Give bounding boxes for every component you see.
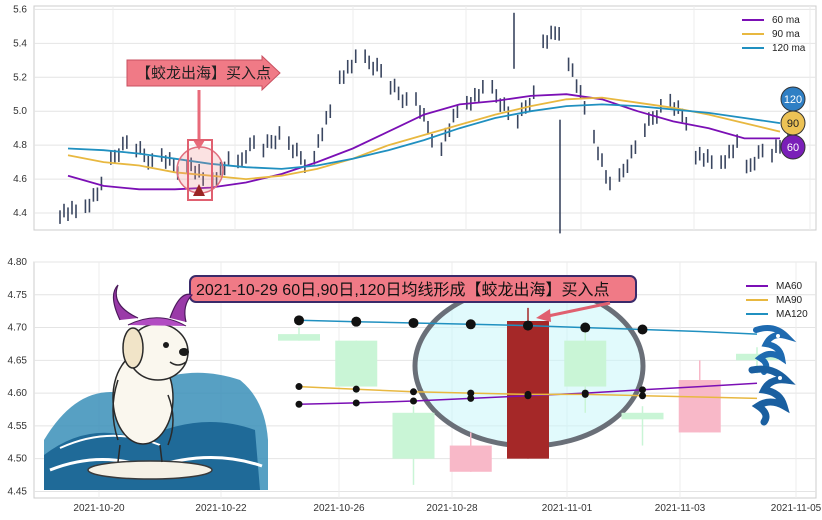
top-y-tick-label: 5.4 bbox=[13, 38, 27, 49]
bottom-ma-point bbox=[352, 385, 360, 393]
bottom-y-tick-label: 4.50 bbox=[8, 454, 28, 465]
x-tick-label: 2021-11-03 bbox=[655, 503, 706, 514]
top-y-tick-label: 4.8 bbox=[13, 140, 27, 151]
bottom-panel: 4.45 4.50 4.55 4.60 4.65 4.70 4.75 4.80 2021-10… bbox=[8, 257, 822, 514]
annotation-arrow-head bbox=[536, 309, 551, 322]
top-ma-line bbox=[67, 96, 781, 181]
bottom-ma-point bbox=[295, 400, 303, 408]
highlight-box bbox=[187, 139, 213, 201]
x-tick-label: 2021-10-22 bbox=[195, 503, 247, 514]
annotation-banner-text: 2021-10-29 60日,90日,120日均线形成【蛟龙出海】买入点 bbox=[196, 281, 609, 299]
bottom-ma-point bbox=[639, 386, 646, 394]
bottom-legend-label: MA120 bbox=[776, 309, 808, 320]
bottom-candle-body bbox=[449, 445, 492, 472]
bottom-moving-averages bbox=[294, 315, 758, 408]
bottom-ma-point bbox=[467, 389, 475, 397]
x-tick-label: 2021-11-05 bbox=[771, 503, 822, 514]
bottom-y-axis: 4.45 4.50 4.55 4.60 4.65 4.70 4.75 4.80 bbox=[8, 257, 28, 497]
bottom-ma-point bbox=[580, 322, 591, 333]
top-legend: 60 ma 90 ma 120 ma bbox=[742, 15, 806, 54]
bottom-y-tick-label: 4.45 bbox=[8, 486, 28, 497]
buy-marker bbox=[193, 184, 205, 196]
top-y-tick-label: 5.2 bbox=[13, 72, 27, 83]
bottom-legend: MA60 MA90 MA120 bbox=[746, 281, 808, 320]
bottom-y-tick-label: 4.80 bbox=[8, 257, 28, 268]
ma-badge-label: 90 bbox=[787, 118, 799, 130]
bottom-ma-point bbox=[295, 383, 303, 391]
bottom-ma-point bbox=[352, 399, 360, 407]
top-y-tick-label: 4.4 bbox=[13, 208, 27, 219]
top-plot-area bbox=[33, 5, 817, 231]
annotation-arrow-banner bbox=[126, 54, 281, 92]
bottom-candle-body bbox=[335, 340, 378, 387]
bottom-candle-body bbox=[392, 412, 435, 459]
bottom-ma-point bbox=[410, 388, 417, 396]
bottom-candle-body bbox=[678, 380, 721, 433]
x-tick-label: 2021-10-20 bbox=[73, 503, 125, 514]
bottom-annotation: 2021-10-29 60日,90日,120日均线形成【蛟龙出海】买入点 bbox=[189, 275, 637, 322]
x-tick-label: 2021-10-26 bbox=[313, 503, 365, 514]
top-annotation: 【蛟龙出海】买入点 bbox=[126, 54, 281, 201]
top-y-tick-label: 5.6 bbox=[13, 4, 27, 15]
bottom-candle-body bbox=[621, 412, 664, 420]
top-panel: 4.4 4.6 4.8 5.0 5.2 5.4 5.6 【蛟龙出海】买入点 60 ma 90 … bbox=[13, 4, 817, 234]
x-tick-label: 2021-11-01 bbox=[542, 503, 593, 514]
bottom-y-tick-label: 4.55 bbox=[8, 421, 28, 432]
annotation-label: 【蛟龙出海】买入点 bbox=[136, 64, 271, 82]
x-tick-label: 2021-10-28 bbox=[426, 503, 478, 514]
bottom-ma-point bbox=[410, 397, 417, 405]
annotation-arrow-line bbox=[547, 301, 611, 318]
x-axis: 2021-10-20 2021-10-22 2021-10-26 2021-10-28… bbox=[73, 503, 821, 514]
bottom-legend-label: MA90 bbox=[776, 295, 803, 306]
top-grid bbox=[34, 6, 816, 230]
bottom-ma-point bbox=[408, 317, 419, 328]
top-y-tick-label: 4.6 bbox=[13, 174, 27, 185]
dragon-illustration bbox=[748, 325, 797, 426]
bottom-y-tick-label: 4.65 bbox=[8, 355, 28, 366]
annotation-pointer-head bbox=[193, 140, 205, 150]
bottom-ma-point bbox=[524, 390, 532, 398]
ma-badge bbox=[780, 134, 806, 160]
top-legend-label: 60 ma bbox=[772, 15, 800, 26]
top-y-tick-label: 5.0 bbox=[13, 106, 27, 117]
bottom-ma-point bbox=[294, 315, 304, 326]
bottom-candle-body bbox=[564, 340, 607, 387]
bottom-ma-point bbox=[523, 320, 533, 331]
bottom-y-tick-label: 4.75 bbox=[8, 290, 28, 301]
bottom-legend-label: MA60 bbox=[776, 281, 803, 292]
top-legend-label: 90 ma bbox=[772, 29, 800, 40]
bottom-y-tick-label: 4.70 bbox=[8, 323, 28, 334]
top-y-axis: 4.4 4.6 4.8 5.0 5.2 5.4 5.6 bbox=[13, 4, 27, 219]
ma-badge-label: 60 bbox=[787, 142, 799, 154]
bottom-ma-point bbox=[467, 394, 475, 402]
annotation-banner bbox=[189, 275, 637, 303]
bottom-candles bbox=[278, 307, 778, 485]
top-ma-line bbox=[67, 103, 781, 170]
bottom-ma-point bbox=[637, 324, 648, 335]
bottom-ma-point bbox=[351, 316, 362, 327]
ma-badge-label: 120 bbox=[784, 94, 802, 106]
bottom-y-tick-label: 4.60 bbox=[8, 388, 28, 399]
surfing-dog-illustration bbox=[44, 284, 268, 490]
bottom-ma-point bbox=[465, 319, 476, 330]
bottom-ma-point bbox=[639, 392, 646, 400]
bottom-candle-body bbox=[507, 321, 549, 459]
ma-badges: 120 90 60 bbox=[780, 86, 806, 160]
bottom-ma-point bbox=[581, 390, 589, 398]
bottom-candle-body bbox=[278, 334, 320, 341]
top-legend-label: 120 ma bbox=[772, 43, 806, 54]
